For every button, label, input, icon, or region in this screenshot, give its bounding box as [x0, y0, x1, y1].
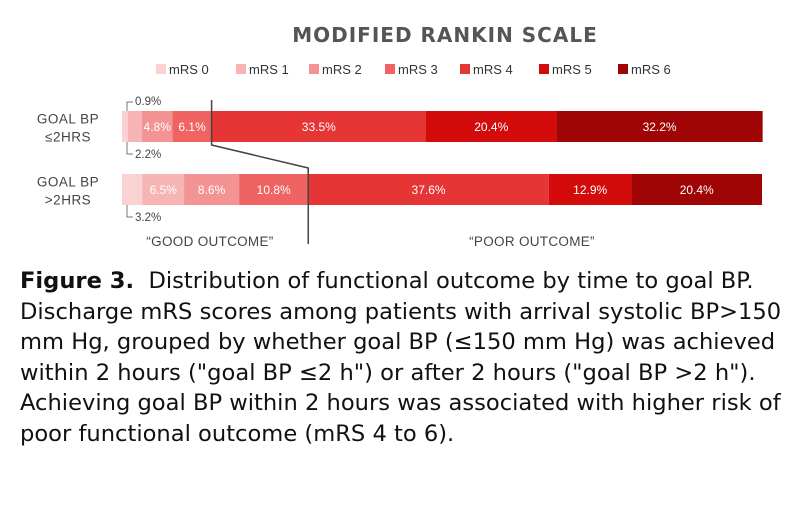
bar-segment — [556, 111, 763, 142]
bar-segment — [172, 111, 212, 142]
data-label: 10.8% — [257, 183, 291, 197]
legend-swatch — [309, 64, 319, 74]
callout-label: 2.2% — [135, 149, 161, 161]
chart-svg: MODIFIED RANKIN SCALE mRS 0 mRS 1 mRS 2 mRS… — [37, 23, 763, 249]
row-labels: GOAL BP ≤2HRS GOAL BP >2HRS — [37, 112, 99, 208]
legend-label: mRS 3 — [398, 62, 438, 77]
outcome-divider — [210, 100, 309, 244]
bar-segment — [142, 174, 185, 205]
bar-segment — [211, 111, 426, 142]
data-label: 12.9% — [573, 183, 607, 197]
legend-swatch — [156, 64, 166, 74]
bar-segment — [122, 174, 143, 205]
bar-segment — [141, 111, 173, 142]
callout-leader — [126, 205, 133, 218]
bar-segment — [308, 174, 549, 205]
legend-swatch — [539, 64, 549, 74]
callout-labels: 0.9% 2.2% 3.2% — [126, 96, 161, 224]
data-label: 8.6% — [198, 183, 226, 197]
legend-label: mRS 0 — [169, 62, 209, 77]
bar-segment — [127, 111, 142, 142]
chart-title: MODIFIED RANKIN SCALE — [292, 23, 598, 47]
callout-leader — [126, 101, 133, 111]
bar-segment — [631, 174, 762, 205]
data-label: 4.8% — [144, 120, 172, 134]
row-label-line2: >2HRS — [45, 193, 91, 208]
figure-caption: Figure 3. Distribution of functional out… — [20, 266, 795, 449]
legend-label: mRS 6 — [631, 62, 671, 77]
legend-label: mRS 4 — [473, 62, 513, 77]
divider-line — [210, 100, 309, 244]
callout-leader — [126, 142, 133, 155]
legend-label: mRS 1 — [249, 62, 289, 77]
data-label: 37.6% — [412, 183, 446, 197]
legend-swatch — [460, 64, 470, 74]
legend-label: mRS 5 — [552, 62, 592, 77]
data-label: 32.2% — [643, 120, 677, 134]
bar-segment — [184, 174, 240, 205]
bars: 4.8% 6.1% 33.5% 20.4% 32.2% 6.5% 8.6% 10.8% 37.6… — [122, 111, 763, 205]
data-label: 6.1% — [178, 120, 206, 134]
legend-swatch — [618, 64, 628, 74]
callout-label: 0.9% — [135, 96, 161, 108]
callout-label: 3.2% — [135, 212, 161, 224]
legend-swatch — [385, 64, 395, 74]
data-label: 33.5% — [302, 120, 336, 134]
legend-label: mRS 2 — [322, 62, 362, 77]
caption-text: Distribution of functional outcome by ti… — [20, 268, 782, 447]
data-label: 6.5% — [150, 183, 178, 197]
bar-segment — [239, 174, 309, 205]
row-label-line2: ≤2HRS — [45, 130, 91, 145]
chart-legend: mRS 0 mRS 1 mRS 2 mRS 3 mRS 4 mRS 5 mRS 6 — [156, 62, 671, 77]
good-outcome-label: “GOOD OUTCOME” — [146, 234, 273, 249]
bar-segment — [122, 111, 128, 142]
legend-swatch — [236, 64, 246, 74]
row-label-line1: GOAL BP — [37, 175, 99, 190]
data-label: 20.4% — [680, 183, 714, 197]
bar-segment — [548, 174, 632, 205]
bar-segment — [426, 111, 557, 142]
figure-label: Figure 3. — [20, 268, 135, 294]
data-label: 20.4% — [474, 120, 508, 134]
row-label-line1: GOAL BP — [37, 112, 99, 127]
poor-outcome-label: “POOR OUTCOME” — [469, 234, 595, 249]
